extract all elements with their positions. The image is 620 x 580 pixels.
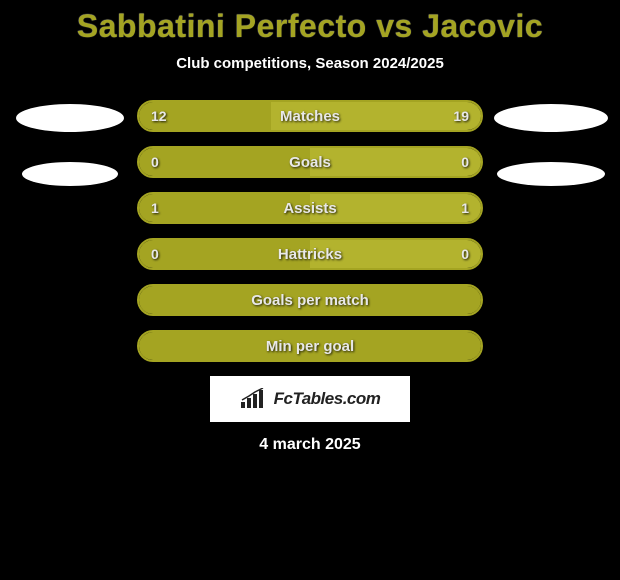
bar-fill-right <box>310 194 481 222</box>
stat-bar: 1219Matches <box>137 100 483 132</box>
bar-value-right: 0 <box>461 240 469 268</box>
player-badge-ellipse <box>16 104 124 132</box>
bar-value-left: 1 <box>151 194 159 222</box>
date-label: 4 march 2025 <box>259 436 360 454</box>
bar-value-right: 1 <box>461 194 469 222</box>
bar-fill-left <box>139 286 481 314</box>
page-subtitle: Club competitions, Season 2024/2025 <box>176 55 444 72</box>
left-player-badges <box>12 100 127 186</box>
bar-fill-right <box>310 148 481 176</box>
stat-bar: 00Goals <box>137 146 483 178</box>
bars-icon <box>240 388 268 410</box>
comparison-card: Sabbatini Perfecto vs Jacovic Club compe… <box>0 0 620 454</box>
bar-fill-left <box>139 194 310 222</box>
stat-bar: Min per goal <box>137 330 483 362</box>
stat-bar: 00Hattricks <box>137 238 483 270</box>
bar-fill-right <box>271 102 481 130</box>
page-title: Sabbatini Perfecto vs Jacovic <box>77 8 543 45</box>
bar-value-left: 0 <box>151 148 159 176</box>
bar-value-left: 0 <box>151 240 159 268</box>
attribution-logo: FcTables.com <box>210 376 410 422</box>
stat-bar: Goals per match <box>137 284 483 316</box>
bar-fill-left <box>139 240 310 268</box>
bar-fill-left <box>139 148 310 176</box>
team-badge-ellipse <box>497 162 605 186</box>
bar-fill-left <box>139 332 481 360</box>
bar-value-right: 19 <box>453 102 469 130</box>
bar-value-right: 0 <box>461 148 469 176</box>
bar-value-left: 12 <box>151 102 167 130</box>
team-badge-ellipse <box>22 162 118 186</box>
stat-bar: 11Assists <box>137 192 483 224</box>
player-badge-ellipse <box>494 104 608 132</box>
logo-text: FcTables.com <box>274 389 381 409</box>
main-row: 1219Matches00Goals11Assists00HattricksGo… <box>0 100 620 362</box>
bar-fill-right <box>310 240 481 268</box>
right-player-badges <box>493 100 608 186</box>
stat-bars: 1219Matches00Goals11Assists00HattricksGo… <box>137 100 483 362</box>
